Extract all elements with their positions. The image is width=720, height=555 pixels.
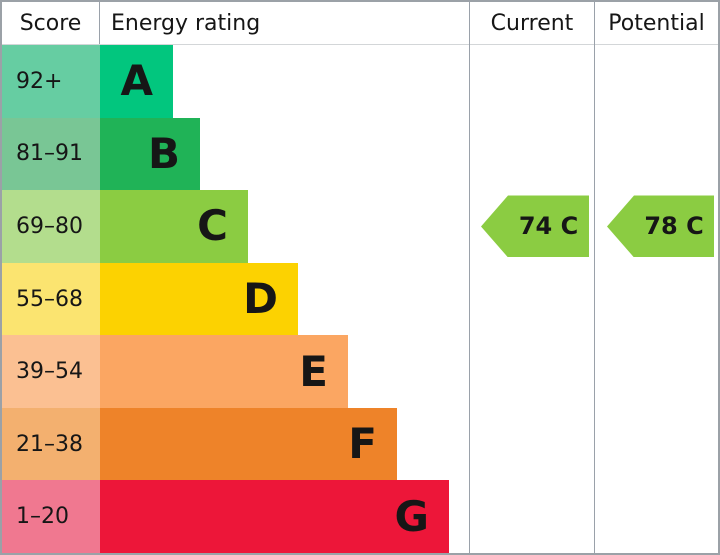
current-rating-arrow: 74 C xyxy=(481,195,589,258)
band-row-d: 55–68 D xyxy=(2,262,469,336)
rating-area: Score Energy rating 92+ A 81–91 B 69–80 … xyxy=(2,2,469,554)
current-column-header: Current xyxy=(470,2,594,45)
rating-bar-f: F xyxy=(100,407,397,481)
score-range-a: 92+ xyxy=(2,45,100,118)
potential-rows: 78 C xyxy=(595,45,718,553)
potential-empty-row xyxy=(595,480,718,553)
rating-letter-c: C xyxy=(197,201,228,251)
current-empty-row xyxy=(470,118,594,191)
score-column-header: Score xyxy=(2,2,100,44)
current-rating-label: 74 C xyxy=(518,212,579,241)
score-range-f: 21–38 xyxy=(2,407,100,481)
potential-column: Potential 78 C xyxy=(594,2,718,553)
rating-bands: 92+ A 81–91 B 69–80 C 55–68 D xyxy=(2,45,469,554)
band-row-c: 69–80 C xyxy=(2,190,469,263)
score-range-g: 1–20 xyxy=(2,480,100,554)
rating-letter-g: G xyxy=(394,491,429,541)
left-header-row: Score Energy rating xyxy=(2,2,469,45)
rating-letter-f: F xyxy=(348,419,377,469)
rating-bar-a: A xyxy=(100,45,173,118)
score-range-e: 39–54 xyxy=(2,335,100,408)
rating-bar-b: B xyxy=(100,117,200,191)
current-empty-row xyxy=(470,335,594,408)
potential-column-header: Potential xyxy=(595,2,718,45)
rating-letter-b: B xyxy=(147,128,180,178)
current-arrow-row: 74 C xyxy=(470,190,594,263)
band-row-a: 92+ A xyxy=(2,45,469,118)
potential-empty-row xyxy=(595,118,718,191)
potential-empty-row xyxy=(595,335,718,408)
band-row-b: 81–91 B xyxy=(2,117,469,191)
energy-rating-column-header: Energy rating xyxy=(111,10,261,36)
potential-rating-label: 78 C xyxy=(644,212,704,241)
band-row-e: 39–54 E xyxy=(2,335,469,408)
current-empty-row xyxy=(470,480,594,553)
score-range-d: 55–68 xyxy=(2,262,100,336)
potential-empty-row xyxy=(595,408,718,481)
band-row-g: 1–20 G xyxy=(2,480,469,554)
potential-empty-row xyxy=(595,263,718,336)
current-empty-row xyxy=(470,263,594,336)
rating-bar-e: E xyxy=(100,335,348,408)
score-range-b: 81–91 xyxy=(2,117,100,191)
current-rows: 74 C xyxy=(470,45,594,553)
score-range-c: 69–80 xyxy=(2,190,100,263)
rating-letter-d: D xyxy=(243,274,278,324)
potential-empty-row xyxy=(595,45,718,118)
rating-letter-e: E xyxy=(299,346,328,396)
rating-bar-d: D xyxy=(100,262,298,336)
current-column: Current 74 C xyxy=(469,2,594,553)
rating-bar-c: C xyxy=(100,190,248,263)
potential-rating-arrow: 78 C xyxy=(607,195,714,258)
rating-bar-g: G xyxy=(100,480,449,554)
band-row-f: 21–38 F xyxy=(2,407,469,481)
current-empty-row xyxy=(470,45,594,118)
potential-arrow-row: 78 C xyxy=(595,190,718,263)
current-empty-row xyxy=(470,408,594,481)
rating-letter-a: A xyxy=(120,56,153,106)
